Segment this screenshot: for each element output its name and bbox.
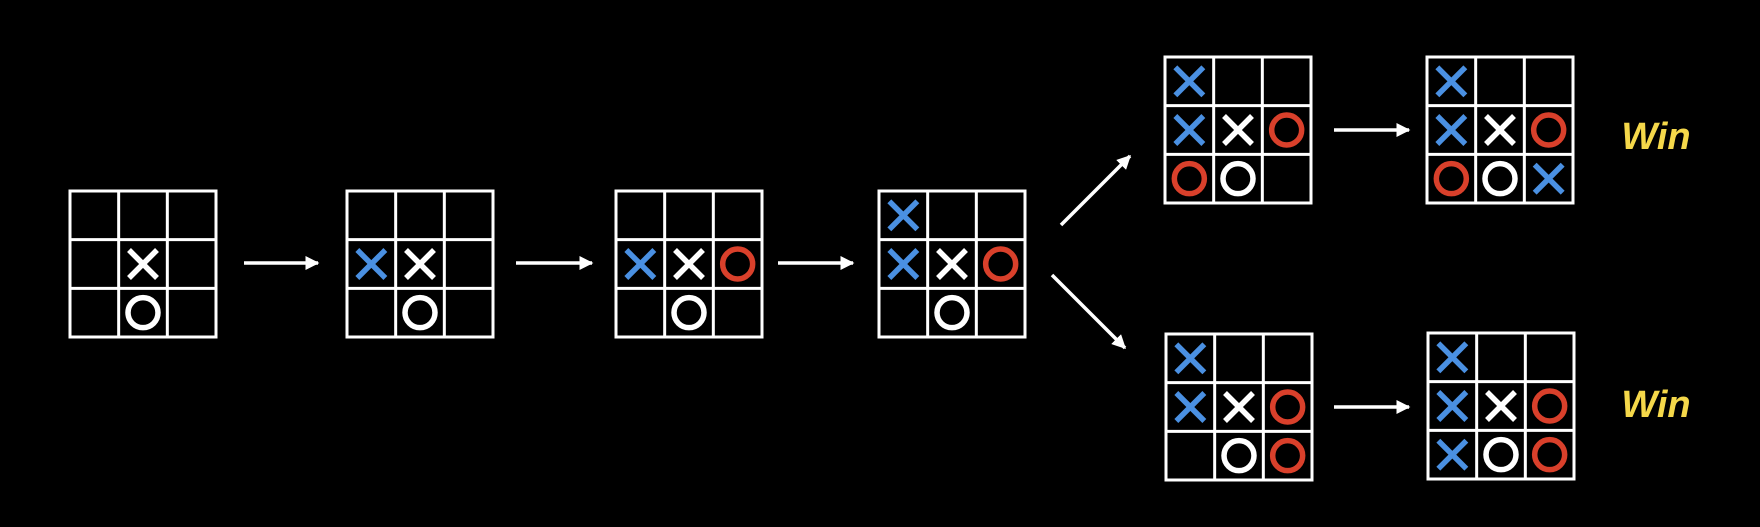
o-mark bbox=[1531, 388, 1568, 424]
board-frame bbox=[345, 189, 495, 339]
arrow bbox=[1050, 273, 1127, 350]
x-mark bbox=[1173, 65, 1206, 98]
x-mark bbox=[1436, 341, 1469, 374]
x-stroke bbox=[1223, 391, 1255, 423]
x-stroke bbox=[936, 248, 968, 280]
board-frame bbox=[1425, 55, 1575, 205]
x-mark bbox=[887, 199, 920, 232]
o-mark bbox=[1433, 160, 1470, 197]
board bbox=[1163, 55, 1313, 205]
board-frame bbox=[614, 189, 764, 339]
x-mark bbox=[404, 248, 436, 280]
x-stroke bbox=[887, 199, 920, 232]
x-mark bbox=[1223, 391, 1255, 423]
board bbox=[68, 189, 218, 339]
x-stroke bbox=[404, 248, 436, 280]
x-mark bbox=[673, 248, 705, 280]
x-mark bbox=[1436, 438, 1469, 471]
o-mark bbox=[1221, 437, 1257, 474]
x-stroke bbox=[624, 248, 657, 280]
x-stroke bbox=[1173, 65, 1206, 98]
o-mark bbox=[1268, 112, 1305, 148]
x-mark bbox=[1222, 114, 1254, 146]
x-stroke bbox=[1174, 391, 1207, 423]
o-mark bbox=[1171, 160, 1208, 197]
board bbox=[1425, 55, 1575, 205]
o-mark bbox=[1269, 389, 1306, 425]
x-stroke bbox=[1485, 390, 1517, 422]
x-stroke bbox=[1436, 341, 1469, 374]
arrows bbox=[244, 123, 1411, 414]
x-mark bbox=[1435, 65, 1468, 98]
board-frame bbox=[68, 189, 218, 339]
x-mark bbox=[1174, 342, 1207, 375]
x-mark bbox=[355, 248, 388, 280]
outcome-label: Win bbox=[1621, 116, 1690, 158]
x-mark bbox=[1435, 114, 1468, 146]
o-mark bbox=[1530, 112, 1567, 148]
x-stroke bbox=[887, 248, 920, 280]
x-mark bbox=[1173, 114, 1206, 146]
o-mark bbox=[719, 246, 756, 282]
x-stroke bbox=[1435, 114, 1468, 146]
board bbox=[345, 189, 495, 339]
o-mark bbox=[982, 246, 1019, 282]
x-mark bbox=[1174, 391, 1207, 423]
x-mark bbox=[887, 248, 920, 280]
o-mark bbox=[1483, 436, 1519, 473]
board bbox=[1426, 331, 1576, 481]
x-mark bbox=[127, 248, 159, 280]
x-stroke bbox=[1436, 390, 1469, 422]
o-mark bbox=[125, 294, 161, 331]
arrow bbox=[1059, 154, 1132, 227]
o-mark bbox=[1482, 160, 1518, 197]
o-mark bbox=[402, 294, 438, 331]
x-stroke bbox=[355, 248, 388, 280]
o-mark bbox=[1269, 437, 1306, 474]
x-stroke bbox=[1532, 162, 1565, 195]
board-frame bbox=[1163, 55, 1313, 205]
o-mark bbox=[671, 294, 707, 331]
x-stroke bbox=[1222, 114, 1254, 146]
x-stroke bbox=[673, 248, 705, 280]
board-frame bbox=[1426, 331, 1576, 481]
outcome-label: Win bbox=[1621, 384, 1690, 426]
x-stroke bbox=[127, 248, 159, 280]
x-stroke bbox=[1435, 65, 1468, 98]
x-mark bbox=[1485, 390, 1517, 422]
x-stroke bbox=[1436, 438, 1469, 471]
x-mark bbox=[1484, 114, 1516, 146]
x-stroke bbox=[1484, 114, 1516, 146]
board bbox=[1164, 332, 1314, 482]
x-mark bbox=[624, 248, 657, 280]
x-mark bbox=[936, 248, 968, 280]
board bbox=[614, 189, 764, 339]
board bbox=[877, 189, 1027, 339]
x-mark bbox=[1532, 162, 1565, 195]
board-frame bbox=[1164, 332, 1314, 482]
board-frame bbox=[877, 189, 1027, 339]
o-mark bbox=[1531, 436, 1568, 473]
x-mark bbox=[1436, 390, 1469, 422]
x-stroke bbox=[1174, 342, 1207, 375]
o-mark bbox=[934, 294, 970, 331]
o-mark bbox=[1220, 160, 1256, 197]
x-stroke bbox=[1173, 114, 1206, 146]
